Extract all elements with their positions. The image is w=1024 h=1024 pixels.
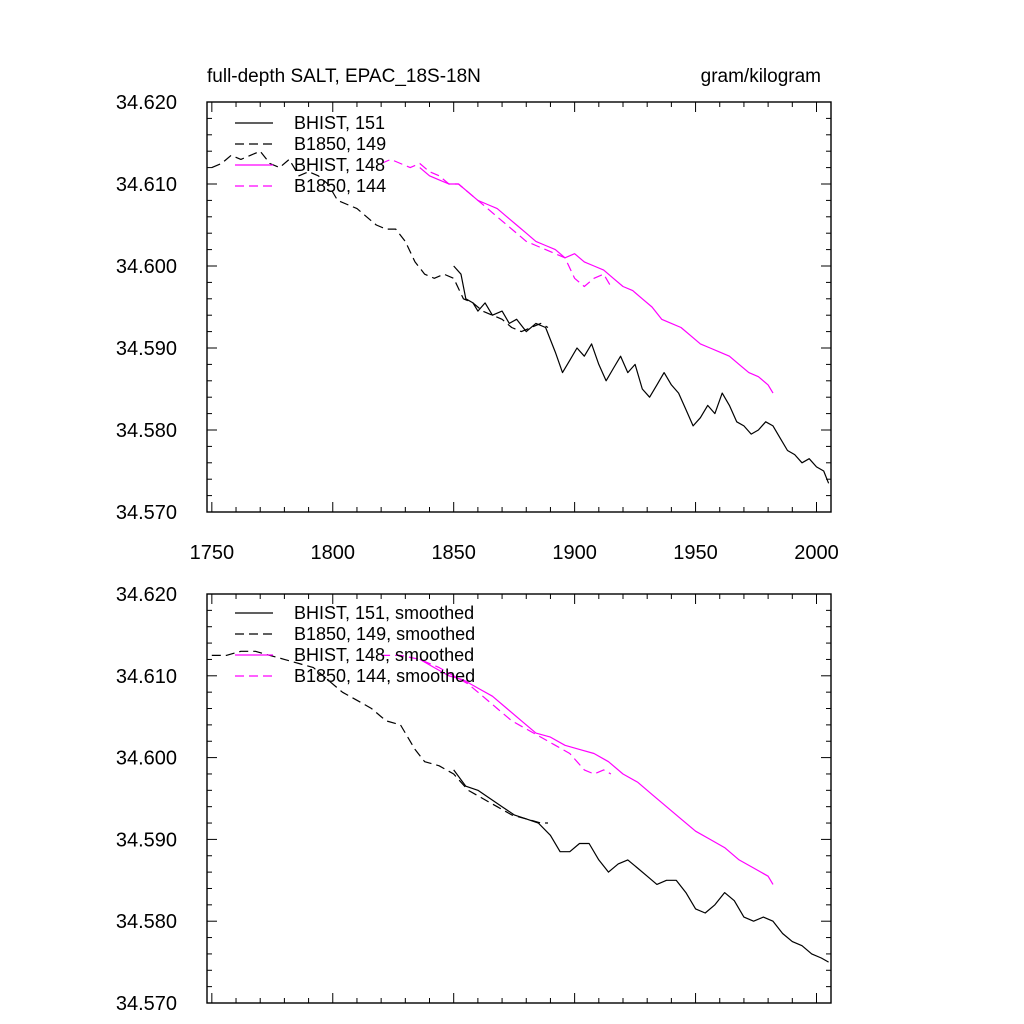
chart-title: full-depth SALT, EPAC_18S-18N: [207, 66, 481, 87]
x-tick-label: 1800: [311, 542, 356, 564]
y-tick-label: 34.600: [116, 748, 177, 770]
y-tick-label: 34.610: [116, 174, 177, 196]
y-tick-label: 34.590: [116, 338, 177, 360]
y-tick-label: 34.570: [116, 993, 177, 1015]
y-tick-label: 34.580: [116, 911, 177, 933]
series-line-2: [211, 150, 549, 333]
y-tick-label: 34.600: [116, 256, 177, 278]
plot-frame: [206, 101, 832, 513]
x-tick-label: 2000: [794, 542, 839, 564]
chart-panel-2: 34.620 34.610 34.600 34.590 34.580 34.570 BHIS…: [116, 584, 832, 1015]
legend-label: BHIST, 151, smoothed: [294, 603, 474, 623]
legend-label: B1850, 144: [294, 176, 386, 196]
y-tick-label: 34.610: [116, 666, 177, 688]
legend-label: BHIST, 151: [294, 113, 385, 133]
y-tick-label: 34.590: [116, 829, 177, 851]
series-group: [211, 150, 830, 484]
x-tick-label: 1950: [673, 542, 718, 564]
series-line-4: [380, 158, 612, 288]
series-line-1: [453, 769, 829, 963]
series-line-4: [381, 654, 612, 775]
series-group: [211, 650, 829, 963]
y-tick-label: 34.620: [116, 92, 177, 114]
x-tick-label: 1850: [431, 542, 476, 564]
chart-panel-1: 34.620 34.610 34.600 34.590 34.580 34.570 1750…: [116, 66, 839, 564]
chart-units: gram/kilogram: [701, 66, 821, 87]
series-line-3: [419, 658, 774, 885]
plot-frame: [206, 593, 832, 1004]
legend-label: BHIST, 148: [294, 155, 385, 175]
legend-label: B1850, 144, smoothed: [294, 666, 475, 686]
x-tick-label: 1750: [190, 542, 235, 564]
x-tick-label: 1900: [552, 542, 597, 564]
series-line-1: [453, 265, 830, 484]
y-tick-label: 34.570: [116, 502, 177, 524]
y-tick-label: 34.580: [116, 420, 177, 442]
y-tick-label: 34.620: [116, 584, 177, 606]
legend-label: BHIST, 148, smoothed: [294, 645, 474, 665]
legend-label: B1850, 149, smoothed: [294, 624, 475, 644]
legend-label: B1850, 149: [294, 134, 386, 154]
